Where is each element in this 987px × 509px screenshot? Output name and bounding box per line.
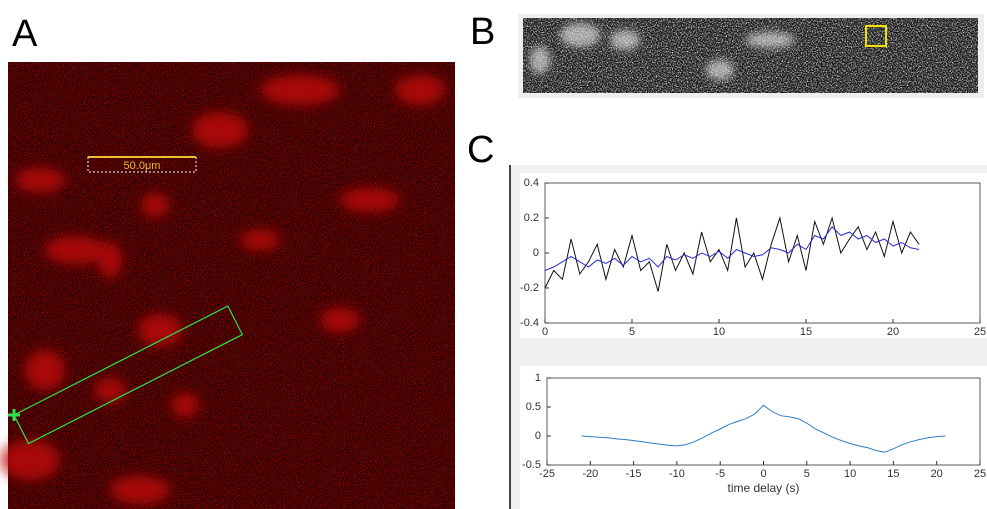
x-tick-label: 25 [974,326,986,338]
y-tick-label: -0.4 [520,317,539,329]
y-tick-label: -0.5 [522,459,541,471]
y-tick-label: 0.2 [524,212,539,224]
y-tick-label: 1 [535,372,541,384]
roi-square [865,25,887,47]
x-tick-label: 0 [760,468,766,480]
y-tick-label: -0.2 [520,282,539,294]
x-tick-label: -10 [669,468,685,480]
y-tick-label: 0.4 [524,177,539,189]
data-line [581,404,946,453]
x-tick-label: 25 [974,468,986,480]
axes-area [520,173,987,338]
roi-handle [8,409,20,421]
image-b [518,14,984,98]
panel-label: B [470,11,495,53]
y-tick-label: 0 [533,247,539,259]
y-tick-label: 0 [535,430,541,442]
y-tick-label: 0.5 [526,401,541,413]
panel-label: A [12,13,38,55]
data-line [544,216,920,292]
x-tick-label: 10 [844,468,856,480]
x-tick-label: 5 [629,326,635,338]
x-tick-label: 20 [887,326,899,338]
x-tick-label: 20 [931,468,943,480]
x-tick-label: 15 [800,326,812,338]
scale-label: 50.0μm [124,160,161,172]
roi-box [13,305,244,445]
x-tick-label: -25 [539,468,555,480]
x-tick-label: -15 [626,468,642,480]
x-tick-label: 10 [713,326,725,338]
scale-bar: 50.0μm [87,156,197,173]
x-tick-label: -20 [582,468,598,480]
x-axis-label: time delay (s) [727,481,799,495]
x-tick-label: 15 [887,468,899,480]
x-tick-label: -5 [715,468,725,480]
x-tick-label: 0 [542,326,548,338]
panel-label: C [467,129,494,171]
image-a: 50.0μm [0,62,455,509]
x-tick-label: 5 [804,468,810,480]
data-line [544,226,920,271]
